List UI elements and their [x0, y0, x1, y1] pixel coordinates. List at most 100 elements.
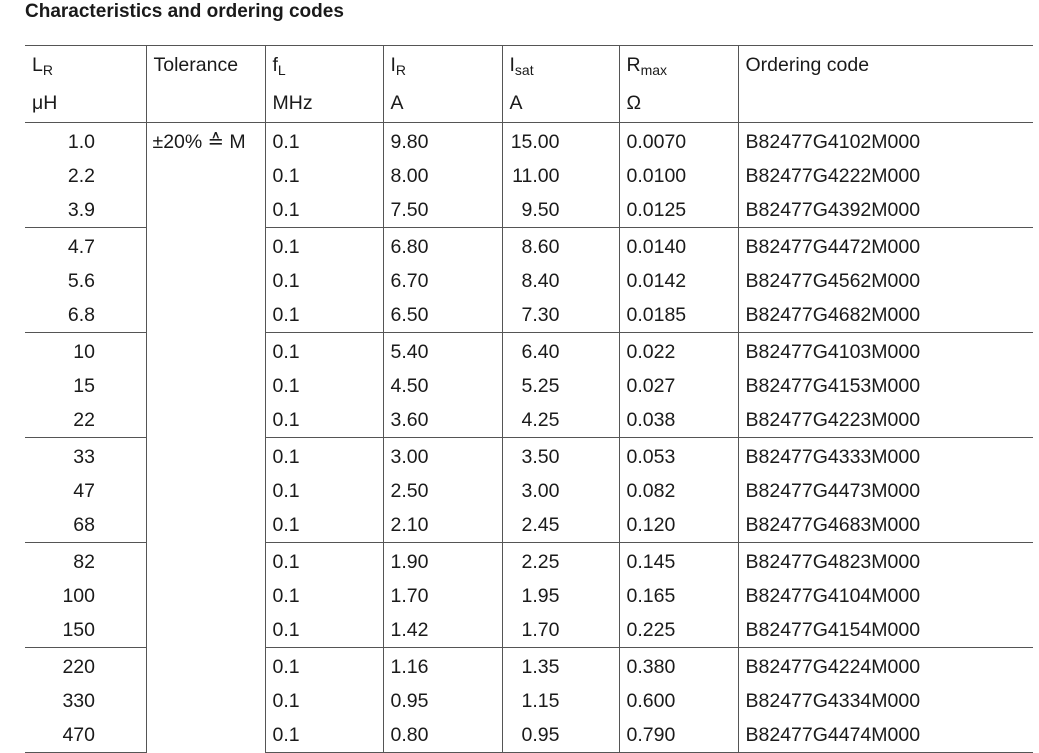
table-row: 3.9 0.1 7.50 9.50 0.0125 B82477G4392M000	[25, 193, 1033, 228]
cell-inductance: 47	[73, 480, 95, 502]
cell-inductance: 10	[73, 341, 95, 363]
cell-saturation-current: 15.00	[501, 122, 619, 159]
cell-inductance: 100	[62, 585, 95, 607]
unit-tolerance	[145, 86, 265, 123]
cell-inductance: 4.7	[67, 236, 95, 258]
cell-frequency: 0.1	[264, 403, 383, 438]
cell-rated-current: 3.00	[382, 437, 502, 474]
table-row: 4.7 0.1 6.80 8.60 0.0140 B82477G4472M000	[25, 227, 1033, 264]
cell-resistance: 0.225	[618, 613, 738, 648]
unit-rmax: Ω	[618, 86, 738, 123]
cell-inductance: 2.2	[67, 165, 95, 187]
cell-resistance: 0.038	[618, 403, 738, 438]
table-row: 22 0.1 3.60 4.25 0.038 B82477G4223M000	[25, 403, 1033, 438]
table-row: 330 0.1 0.95 1.15 0.600 B82477G4334M000	[25, 684, 1033, 718]
cell-rated-current: 4.50	[382, 369, 502, 403]
table-row: 5.6 0.1 6.70 8.40 0.0142 B82477G4562M000	[25, 264, 1033, 298]
cell-resistance: 0.165	[618, 579, 738, 613]
cell-resistance: 0.790	[618, 718, 738, 753]
unit-isat: A	[501, 86, 619, 123]
cell-rated-current: 7.50	[382, 193, 502, 228]
cell-saturation-current: 0.95	[501, 718, 619, 753]
cell-frequency: 0.1	[264, 298, 383, 333]
table-row: 33 0.1 3.00 3.50 0.053 B82477G4333M000	[25, 437, 1033, 474]
cell-frequency: 0.1	[264, 193, 383, 228]
cell-ordering-code: B82477G4562M000	[737, 264, 1033, 298]
unit-row: μH MHz A A Ω	[25, 86, 1033, 123]
cell-saturation-current: 1.35	[501, 647, 619, 684]
cell-frequency: 0.1	[264, 684, 383, 718]
cell-rated-current: 0.95	[382, 684, 502, 718]
cell-tolerance: ±20% ≙ M	[145, 122, 265, 753]
unit-lr: μH	[25, 86, 146, 123]
cell-ordering-code: B82477G4223M000	[737, 403, 1033, 438]
cell-resistance: 0.145	[618, 542, 738, 579]
cell-inductance: 22	[25, 403, 146, 438]
cell-rated-current: 2.10	[382, 508, 502, 543]
cell-inductance: 220	[62, 656, 95, 678]
cell-frequency: 0.1	[264, 542, 383, 579]
cell-rated-current: 1.70	[382, 579, 502, 613]
table-row: 47 0.1 2.50 3.00 0.082 B82477G4473M000	[25, 474, 1033, 508]
cell-saturation-current: 9.50	[501, 193, 619, 228]
cell-ordering-code: B82477G4222M000	[737, 159, 1033, 193]
cell-rated-current: 2.50	[382, 474, 502, 508]
cell-inductance: 5.6	[67, 270, 95, 292]
cell-rated-current: 1.42	[382, 613, 502, 648]
cell-ordering-code: B82477G4103M000	[737, 332, 1033, 369]
cell-rated-current: 6.70	[382, 264, 502, 298]
table-row: 6.8 0.1 6.50 7.30 0.0185 B82477G4682M000	[25, 298, 1033, 333]
cell-saturation-current: 8.60	[501, 227, 619, 264]
cell-ordering-code: B82477G4154M000	[737, 613, 1033, 648]
cell-inductance: 470	[25, 718, 146, 753]
cell-ordering-code: B82477G4104M000	[737, 579, 1033, 613]
cell-saturation-current: 7.30	[501, 298, 619, 333]
cell-resistance: 0.0100	[618, 159, 738, 193]
cell-rated-current: 1.90	[382, 542, 502, 579]
header-tolerance: Tolerance	[145, 45, 265, 86]
header-lr: LR	[25, 45, 146, 86]
table-row: 15 0.1 4.50 5.25 0.027 B82477G4153M000	[25, 369, 1033, 403]
cell-inductance: 150	[25, 613, 146, 648]
cell-ordering-code: B82477G4472M000	[737, 227, 1033, 264]
cell-saturation-current: 1.70	[501, 613, 619, 648]
cell-rated-current: 3.60	[382, 403, 502, 438]
unit-ir: A	[382, 86, 502, 123]
cell-frequency: 0.1	[264, 122, 383, 159]
page-title: Characteristics and ordering codes	[25, 1, 344, 22]
header-fl: fL	[264, 45, 383, 86]
table-row: 10 0.1 5.40 6.40 0.022 B82477G4103M000	[25, 332, 1033, 369]
characteristics-table: LR Tolerance fL IR Isat Rmax Ordering co…	[25, 45, 1033, 753]
unit-ordering-code	[737, 86, 1033, 123]
cell-rated-current: 6.50	[382, 298, 502, 333]
cell-rated-current: 0.80	[382, 718, 502, 753]
unit-fl: MHz	[264, 86, 383, 123]
cell-inductance: 15	[73, 375, 95, 397]
cell-ordering-code: B82477G4682M000	[737, 298, 1033, 333]
cell-rated-current: 6.80	[382, 227, 502, 264]
header-isat: Isat	[501, 45, 619, 86]
cell-ordering-code: B82477G4153M000	[737, 369, 1033, 403]
cell-ordering-code: B82477G4474M000	[737, 718, 1033, 753]
cell-rated-current: 9.80	[382, 122, 502, 159]
cell-resistance: 0.0125	[618, 193, 738, 228]
cell-ordering-code: B82477G4823M000	[737, 542, 1033, 579]
cell-frequency: 0.1	[264, 647, 383, 684]
cell-inductance: 1.0	[67, 131, 95, 153]
cell-frequency: 0.1	[264, 508, 383, 543]
table-row: 220 0.1 1.16 1.35 0.380 B82477G4224M000	[25, 647, 1033, 684]
cell-resistance: 0.027	[618, 369, 738, 403]
cell-frequency: 0.1	[264, 613, 383, 648]
cell-saturation-current: 2.45	[501, 508, 619, 543]
cell-inductance: 82	[73, 551, 95, 573]
cell-resistance: 0.600	[618, 684, 738, 718]
cell-frequency: 0.1	[264, 369, 383, 403]
cell-frequency: 0.1	[264, 159, 383, 193]
cell-resistance: 0.053	[618, 437, 738, 474]
cell-saturation-current: 1.95	[501, 579, 619, 613]
cell-inductance: 3.9	[25, 193, 146, 228]
cell-resistance: 0.0142	[618, 264, 738, 298]
cell-inductance: 68	[25, 508, 146, 543]
cell-frequency: 0.1	[264, 227, 383, 264]
table-row: 82 0.1 1.90 2.25 0.145 B82477G4823M000	[25, 542, 1033, 579]
